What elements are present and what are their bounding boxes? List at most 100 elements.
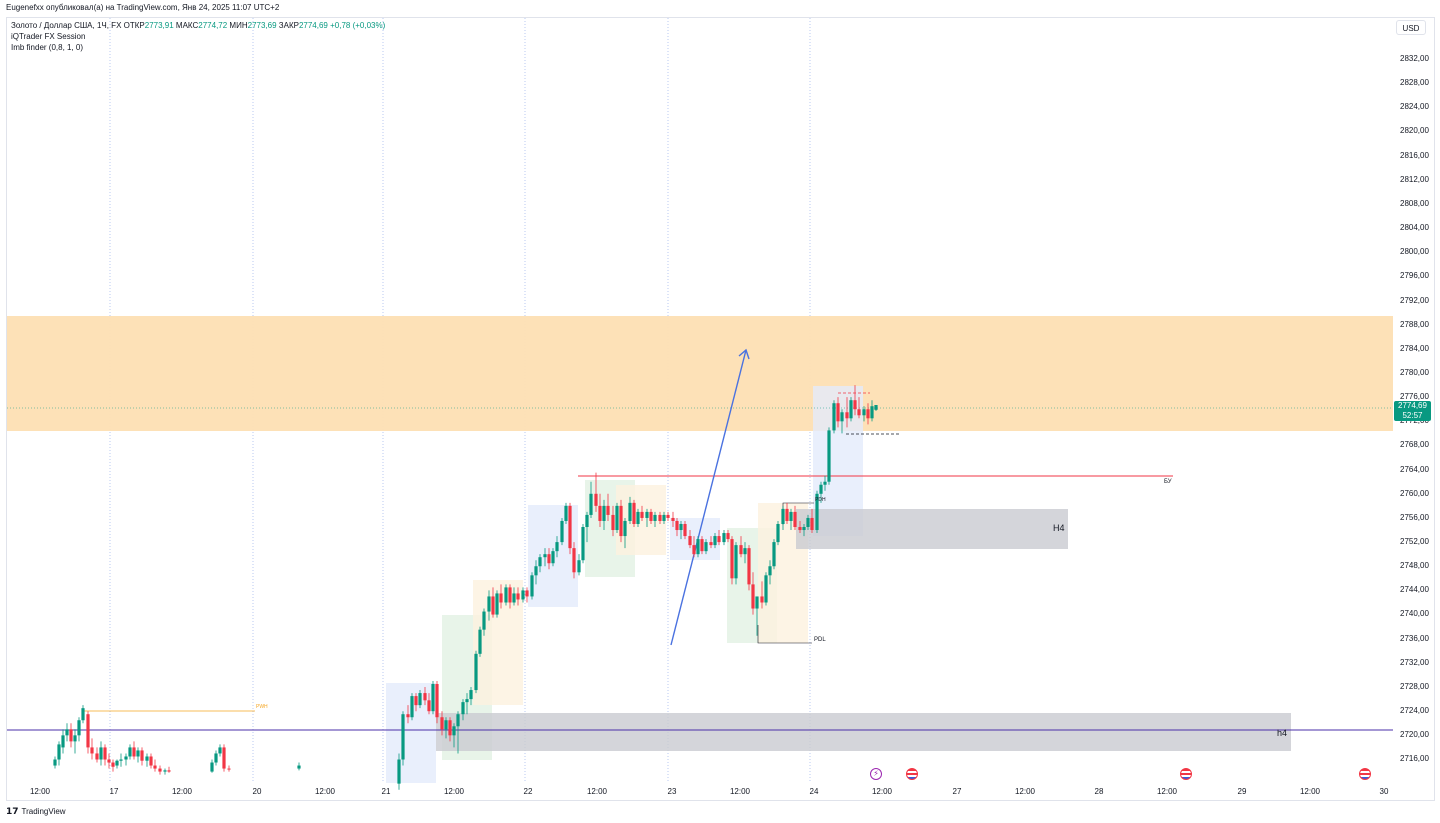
usa-flag-icon[interactable]	[906, 768, 918, 780]
time-axis-label: 12:00	[1299, 787, 1321, 796]
price-axis-label: 2764,00	[1400, 464, 1429, 474]
candle-body	[469, 690, 473, 700]
candle-body	[568, 505, 572, 549]
candle-body	[709, 542, 713, 546]
time-axis-label: 12:00	[1156, 787, 1178, 796]
candle-body	[640, 511, 644, 518]
low-value: 2773,69	[247, 21, 277, 30]
candle-body	[632, 502, 636, 524]
lightning-event-icon[interactable]: ⚡	[870, 768, 882, 780]
candle-body	[840, 412, 844, 422]
candle-body	[853, 400, 857, 410]
tradingview-logo-icon: 𝟭𝟳	[6, 806, 19, 816]
current-price-value: 2774,69	[1398, 401, 1427, 410]
candle-body	[495, 593, 499, 615]
candle-body	[65, 729, 69, 736]
h4-demand-zone-lower[interactable]	[436, 713, 1291, 751]
candle-body	[743, 548, 747, 555]
candle-body	[478, 629, 482, 654]
time-axis-label: 29	[1237, 787, 1247, 796]
candle-body	[734, 545, 738, 579]
candle-body	[789, 511, 793, 521]
currency-button[interactable]: USD	[1396, 20, 1426, 35]
publish-header: Eugenefxx опубликовал(а) на TradingView.…	[0, 0, 1440, 17]
change-value: +0,78 (+0,03%)	[330, 21, 386, 30]
projection-arrow[interactable]	[670, 348, 750, 646]
h4-demand-zone-upper[interactable]	[796, 509, 1068, 549]
resistance-zone[interactable]	[7, 316, 1393, 431]
candle-body	[227, 768, 231, 770]
usa-flag-icon[interactable]	[1180, 768, 1192, 780]
candle-body	[722, 533, 726, 543]
candle-body	[666, 514, 670, 518]
candle-body	[487, 596, 491, 612]
candle-body	[845, 412, 849, 419]
candle-body	[222, 747, 226, 769]
price-axis-label: 2752,00	[1400, 537, 1429, 546]
candle-body	[798, 527, 802, 531]
time-axis-label: 24	[809, 787, 819, 796]
candle-body	[560, 520, 564, 543]
candle-body	[474, 653, 478, 691]
candle-body	[688, 536, 692, 546]
candle-body	[747, 548, 751, 585]
legend-indicator-imb[interactable]: Imb finder (0,8, 1, 0)	[11, 43, 84, 52]
candle-body	[410, 696, 414, 718]
candle-body	[461, 702, 465, 715]
candle-body	[806, 517, 810, 528]
candle-body	[218, 747, 222, 754]
candle-body	[427, 700, 431, 712]
pdl-level-line[interactable]	[757, 625, 812, 644]
candle-body	[516, 593, 520, 600]
candle-body	[525, 590, 529, 597]
price-axis-label: 2832,00	[1400, 54, 1429, 63]
published-text: Eugenefxx опубликовал(а) на TradingView.…	[6, 3, 280, 12]
time-axis-label: 23	[667, 787, 677, 796]
bu-label: БУ	[1164, 479, 1172, 485]
close-value: 2774,69	[298, 21, 328, 30]
candle-body	[69, 729, 73, 742]
candle-body	[57, 744, 61, 760]
candle-body	[81, 708, 85, 721]
candle-body	[136, 750, 140, 757]
price-axis-label: 2824,00	[1400, 102, 1429, 112]
price-axis-label: 2808,00	[1400, 198, 1429, 208]
price-axis-label: 2724,00	[1400, 706, 1429, 716]
candle-countdown: 52:57	[1402, 411, 1423, 420]
candlestick-series	[53, 385, 878, 790]
legend-indicator-session[interactable]: iQTrader FX Session	[11, 32, 86, 41]
candle-body	[704, 542, 708, 552]
candle-body	[589, 493, 593, 515]
candle-body	[785, 508, 789, 521]
candle-body	[675, 520, 679, 531]
candle-body	[124, 756, 128, 760]
candle-body	[73, 735, 77, 742]
time-axis-label: 27	[952, 787, 962, 796]
price-axis-label: 2792,00	[1400, 295, 1429, 305]
price-axis-label: 2816,00	[1400, 150, 1429, 160]
candle-body	[530, 575, 534, 597]
candle-body	[418, 693, 422, 706]
usa-flag-icon[interactable]	[1359, 768, 1371, 780]
price-axis-label: 2796,00	[1400, 271, 1429, 281]
candle-body	[772, 542, 776, 567]
candle-body	[700, 539, 704, 552]
candle-body	[423, 693, 427, 701]
time-axis-label: 17	[109, 787, 119, 796]
h4-upper-label: H4	[1053, 523, 1065, 533]
candle-body	[628, 502, 632, 521]
legend-symbol-row[interactable]: Золото / Доллар США, 1Ч, FX ОТКР2773,91 …	[11, 20, 385, 31]
candle-body	[297, 765, 301, 769]
candle-body	[768, 566, 772, 576]
time-axis-label: 12:00	[586, 787, 608, 796]
candle-body	[581, 527, 585, 561]
legend-symbol: Золото / Доллар США, 1Ч, FX	[11, 21, 122, 30]
candle-body	[739, 545, 743, 555]
candle-body	[862, 409, 866, 416]
candle-body	[849, 400, 853, 419]
price-axis-label: 2732,00	[1400, 657, 1429, 667]
time-axis-label: 12:00	[29, 787, 51, 796]
candle-body	[214, 753, 218, 763]
price-axis-label: 2780,00	[1400, 367, 1429, 377]
